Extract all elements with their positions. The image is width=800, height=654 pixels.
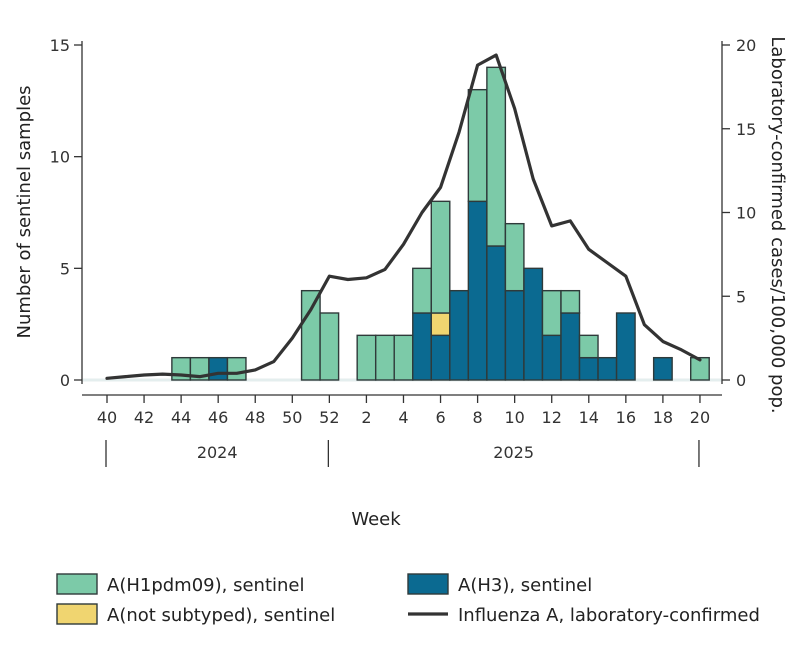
bar-week-46-series-0 bbox=[208, 356, 229, 381]
x-axis-title: Week bbox=[351, 509, 401, 530]
bar-week-2-series-2 bbox=[356, 334, 377, 381]
x-tick-label-52: 52 bbox=[319, 408, 339, 427]
y-axis-right-title: Laboratory-confirmed cases/100,000 pop. bbox=[767, 36, 788, 413]
x-tick-label-44: 44 bbox=[171, 408, 191, 427]
bar-week-11-series-0 bbox=[523, 267, 544, 381]
x-tick-label-18: 18 bbox=[653, 408, 673, 427]
y-left-tick-label-0: 0 bbox=[60, 371, 70, 390]
y-left-tick-label-5: 5 bbox=[60, 259, 70, 278]
year-label-2025: 2025 bbox=[493, 443, 534, 462]
bar-week-20-series-2 bbox=[690, 356, 710, 381]
bar-week-4-series-2 bbox=[393, 334, 414, 381]
bar-week-9-series-2 bbox=[486, 66, 507, 247]
bar-week-8-series-2 bbox=[467, 88, 488, 203]
bar-week-10-series-0 bbox=[504, 289, 525, 381]
y-right-tick-label-10: 10 bbox=[736, 204, 756, 223]
line-influenza-a-lab bbox=[105, 53, 702, 380]
bar-week-3-series-2 bbox=[375, 334, 395, 381]
bar-week-5-series-2 bbox=[412, 267, 432, 314]
bar-week-13-series-2 bbox=[560, 289, 581, 314]
bar-week-9-series-0 bbox=[486, 245, 507, 381]
bar-week-6-series-0 bbox=[430, 334, 451, 381]
legend-label-2: A(not subtyped), sentinel bbox=[107, 605, 335, 626]
legend-label-3: Influenza A, laboratory-confirmed bbox=[458, 605, 760, 626]
x-tick-label-2: 2 bbox=[361, 408, 371, 427]
bar-week-18-series-0 bbox=[652, 356, 673, 381]
y-left-tick-label-15: 15 bbox=[50, 36, 70, 55]
bar-week-51-series-2 bbox=[300, 289, 321, 381]
bars-layer bbox=[171, 66, 710, 381]
x-tick-label-10: 10 bbox=[504, 408, 524, 427]
x-tick-label-8: 8 bbox=[473, 408, 483, 427]
year-label-2024: 2024 bbox=[197, 443, 238, 462]
bar-week-47-series-2 bbox=[226, 356, 247, 381]
bar-week-10-series-2 bbox=[504, 222, 525, 292]
x-tick-label-48: 48 bbox=[245, 408, 265, 427]
bar-week-14-series-0 bbox=[578, 356, 599, 381]
x-tick-label-50: 50 bbox=[282, 408, 302, 427]
bar-week-8-series-0 bbox=[467, 200, 488, 381]
legend-swatch-2 bbox=[56, 603, 98, 625]
legend: A(H1pdm09), sentinel A(H3), sentinel A(not… bbox=[56, 573, 760, 626]
bar-week-6-series-2 bbox=[430, 200, 451, 314]
x-tick-label-42: 42 bbox=[134, 408, 154, 427]
x-tick-label-4: 4 bbox=[398, 408, 408, 427]
x-tick-label-14: 14 bbox=[579, 408, 599, 427]
bar-week-6-series-1 bbox=[430, 312, 451, 337]
x-tick-label-12: 12 bbox=[542, 408, 562, 427]
line-layer bbox=[105, 53, 702, 380]
bar-week-13-series-0 bbox=[560, 312, 581, 381]
bar-week-14-series-2 bbox=[578, 334, 599, 359]
bar-week-15-series-0 bbox=[597, 356, 618, 381]
bar-week-12-series-0 bbox=[541, 334, 562, 381]
bar-week-12-series-2 bbox=[541, 289, 562, 337]
legend-swatch-0 bbox=[56, 573, 98, 595]
x-tick-label-46: 46 bbox=[208, 408, 228, 427]
bar-week-52-series-2 bbox=[319, 312, 340, 381]
x-tick-label-20: 20 bbox=[690, 408, 710, 427]
x-tick-label-16: 16 bbox=[616, 408, 636, 427]
y-right-tick-label-0: 0 bbox=[736, 371, 746, 390]
x-tick-label-40: 40 bbox=[97, 408, 117, 427]
y-left-tick-label-10: 10 bbox=[50, 148, 70, 167]
y-axis-left-title: Number of sentinel samples bbox=[14, 85, 35, 338]
y-right-tick-label-15: 15 bbox=[736, 120, 756, 139]
bar-week-7-series-0 bbox=[449, 289, 470, 381]
y-right-tick-label-20: 20 bbox=[736, 36, 756, 55]
legend-label-0: A(H1pdm09), sentinel bbox=[107, 575, 304, 596]
bar-week-16-series-0 bbox=[615, 312, 636, 381]
y-right-tick-label-5: 5 bbox=[736, 287, 746, 306]
legend-label-1: A(H3), sentinel bbox=[458, 575, 592, 596]
x-tick-label-6: 6 bbox=[435, 408, 445, 427]
legend-swatch-1 bbox=[407, 573, 449, 595]
bar-week-5-series-0 bbox=[412, 312, 432, 381]
